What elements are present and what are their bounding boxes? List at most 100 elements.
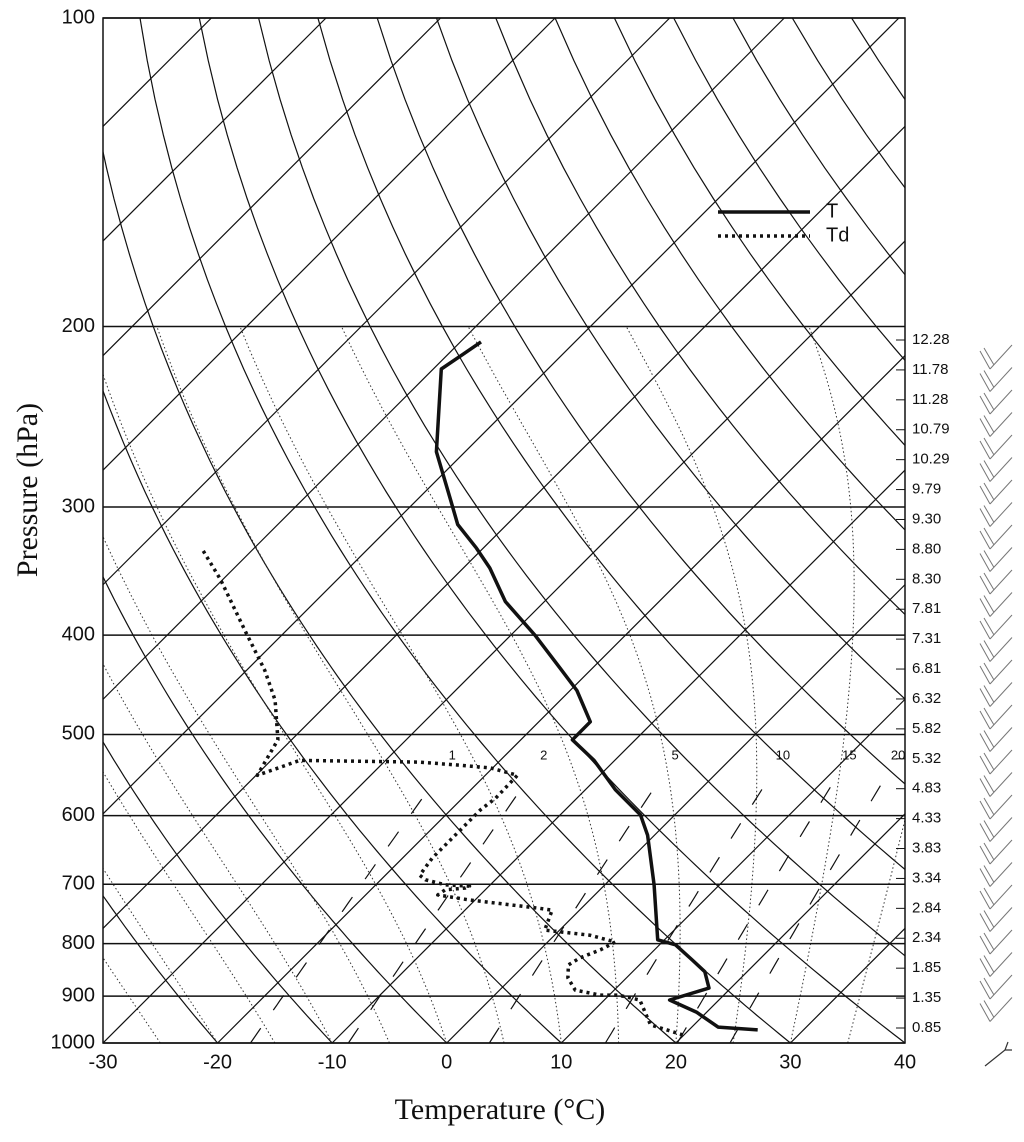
wind-barb	[985, 1042, 1012, 1066]
moist-adiabat	[0, 327, 332, 1043]
wind-barb	[980, 345, 1012, 369]
height-label: 6.32	[912, 690, 941, 707]
isotherm	[0, 18, 1013, 1043]
wind-barb	[980, 885, 1012, 909]
moist-adiabat	[626, 327, 757, 1043]
height-label: 1.85	[912, 959, 941, 976]
isotherm	[0, 18, 670, 1043]
height-label: 7.81	[912, 600, 941, 617]
wind-barb	[980, 908, 1012, 932]
y-tick-label: 600	[62, 804, 95, 826]
height-label: 2.34	[912, 929, 941, 946]
background-lines	[0, 18, 1024, 1043]
y-tick-label: 800	[62, 932, 95, 954]
mixing-ratio-label: 20	[891, 748, 905, 763]
y-tick-label: 100	[62, 6, 95, 28]
dry-adiabat	[0, 18, 332, 1043]
wind-barb	[980, 705, 1012, 729]
height-label: 8.30	[912, 570, 941, 587]
dry-adiabat	[674, 18, 1024, 1043]
dry-adiabat	[733, 18, 1024, 1043]
height-label: 4.83	[912, 780, 941, 797]
x-tick-label: -10	[318, 1051, 347, 1073]
height-label: 3.83	[912, 839, 941, 856]
height-label: 8.80	[912, 540, 941, 557]
x-tick-label: -30	[89, 1051, 118, 1073]
height-label: 2.84	[912, 899, 941, 916]
height-label: 9.79	[912, 481, 941, 498]
wind-barb	[980, 638, 1012, 662]
x-tick-label: 40	[894, 1051, 916, 1073]
wind-barb	[980, 998, 1012, 1022]
wind-barb	[980, 503, 1012, 527]
wind-barb	[980, 435, 1012, 459]
mixing-ratio-line	[251, 785, 432, 1043]
wind-barb	[980, 728, 1012, 752]
legend-label: Td	[826, 224, 849, 246]
y-axis-title: Pressure (hPa)	[11, 403, 44, 577]
isotherm-grid-line	[218, 18, 1024, 1043]
mixing-ratio-label: 1	[449, 748, 456, 763]
isotherm-grid-line	[332, 18, 1024, 1043]
wind-barb	[980, 953, 1012, 977]
x-tick-label: 30	[779, 1051, 801, 1073]
isotherm	[0, 18, 326, 1043]
y-tick-label: 700	[62, 873, 95, 895]
mixing-ratio-label: 10	[776, 748, 790, 763]
wind-barb	[980, 570, 1012, 594]
moist-adiabat	[240, 327, 561, 1043]
isotherm-grid-line	[447, 18, 1024, 1043]
dry-adiabat	[199, 18, 905, 1043]
dry-adiabat	[496, 18, 1024, 1043]
wind-barb	[980, 593, 1012, 617]
height-label: 12.28	[912, 331, 950, 348]
mixing-ratio-line	[605, 785, 764, 1043]
height-label: 11.28	[912, 391, 948, 408]
height-label: 5.32	[912, 750, 941, 767]
legend-label: T	[826, 200, 838, 222]
y-tick-label: 300	[62, 495, 95, 517]
y-tick-label: 500	[62, 723, 95, 745]
moist-adiabat	[790, 327, 854, 1043]
mixing-ratio-line	[489, 785, 656, 1043]
mixing-ratio-label: 2	[540, 748, 547, 763]
dewpoint-line	[202, 550, 682, 1035]
height-label: 1.35	[912, 989, 941, 1006]
height-label: 3.34	[912, 869, 941, 886]
y-tick-label: 200	[62, 315, 95, 337]
x-tick-label: 10	[550, 1051, 572, 1073]
wind-barb	[980, 975, 1012, 999]
wind-barb	[980, 368, 1012, 392]
x-tick-label: 0	[441, 1051, 452, 1073]
y-tick-label: 400	[62, 623, 95, 645]
dry-adiabat	[377, 18, 1024, 1043]
dry-adiabat	[555, 18, 1024, 1043]
moist-adiabat	[87, 327, 446, 1043]
isotherm-grid-line	[676, 18, 1024, 1043]
wind-barb	[980, 863, 1012, 887]
height-label: 11.78	[912, 361, 948, 378]
isotherm	[0, 18, 784, 1043]
height-label: 0.85	[912, 1019, 941, 1036]
wind-barb	[980, 660, 1012, 684]
mixing-ratio-line	[677, 785, 832, 1043]
moist-adiabat	[342, 327, 619, 1043]
height-label: 6.81	[912, 660, 941, 677]
y-tick-label: 900	[62, 984, 95, 1006]
height-label: 7.31	[912, 630, 941, 647]
wind-barb	[980, 818, 1012, 842]
plot-frame	[103, 18, 905, 1043]
dry-adiabat	[852, 18, 1024, 1043]
height-label: 10.79	[912, 421, 950, 438]
wind-barb	[980, 525, 1012, 549]
x-axis-title: Temperature (°C)	[395, 1093, 606, 1126]
height-label: 10.29	[912, 451, 950, 468]
height-label: 9.30	[912, 510, 941, 527]
wind-barb	[980, 773, 1012, 797]
wind-barb	[980, 615, 1012, 639]
isotherm-grid-line	[905, 18, 1024, 1043]
x-tick-label: 20	[665, 1051, 687, 1073]
y-tick-label: 1000	[51, 1031, 96, 1053]
